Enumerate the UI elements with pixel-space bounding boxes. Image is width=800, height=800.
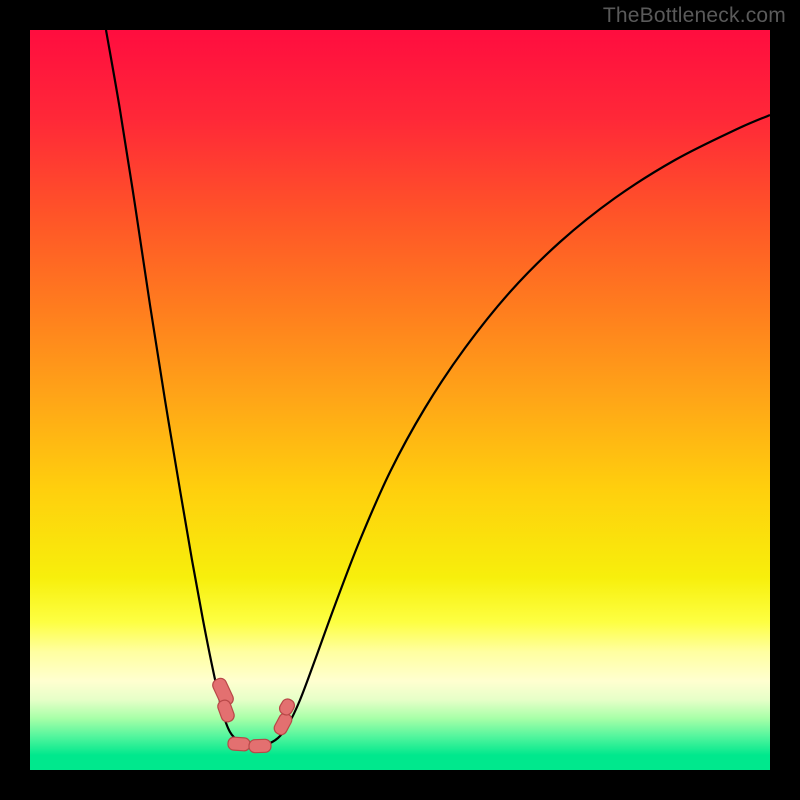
marker-2 — [228, 737, 251, 752]
chart-container — [30, 30, 770, 770]
marker-3 — [249, 739, 271, 753]
gradient-background — [30, 30, 770, 770]
watermark-text: TheBottleneck.com — [603, 4, 786, 28]
bottleneck-chart — [30, 30, 770, 770]
